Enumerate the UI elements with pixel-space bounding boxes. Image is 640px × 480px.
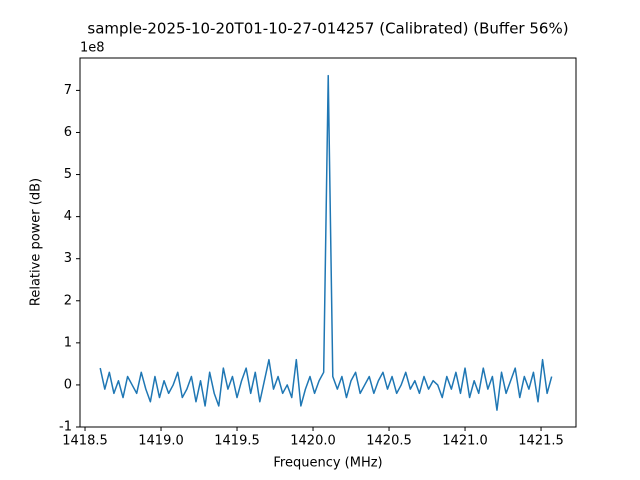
y-tick-label: 1: [64, 335, 72, 350]
y-tick-label: 4: [64, 209, 72, 224]
x-tick-label: 1421.0: [442, 434, 488, 449]
y-tick-label: 2: [64, 293, 72, 308]
x-tick-label: 1421.5: [518, 434, 564, 449]
x-axis-label: Frequency (MHz): [273, 456, 382, 471]
y-axis-label: Relative power (dB): [29, 178, 44, 306]
x-tick-label: 1418.5: [62, 434, 108, 449]
y-tick-label: 6: [64, 125, 72, 140]
plot-frame: [79, 57, 577, 428]
y-tick-label: -1: [59, 420, 72, 435]
data-line: [99, 74, 553, 411]
y-tick-label: 5: [64, 167, 72, 182]
x-tick-label: 1420.5: [366, 434, 412, 449]
x-tick-label: 1419.5: [214, 434, 260, 449]
chart-title: sample-2025-10-20T01-10-27-014257 (Calib…: [87, 20, 568, 38]
x-tick-label: 1420.0: [290, 434, 336, 449]
y-tick-label: 7: [64, 83, 72, 98]
y-offset-label: 1e8: [80, 41, 105, 56]
y-tick-label: 3: [64, 251, 72, 266]
y-tick-label: 0: [64, 377, 72, 392]
x-tick-label: 1419.0: [138, 434, 184, 449]
